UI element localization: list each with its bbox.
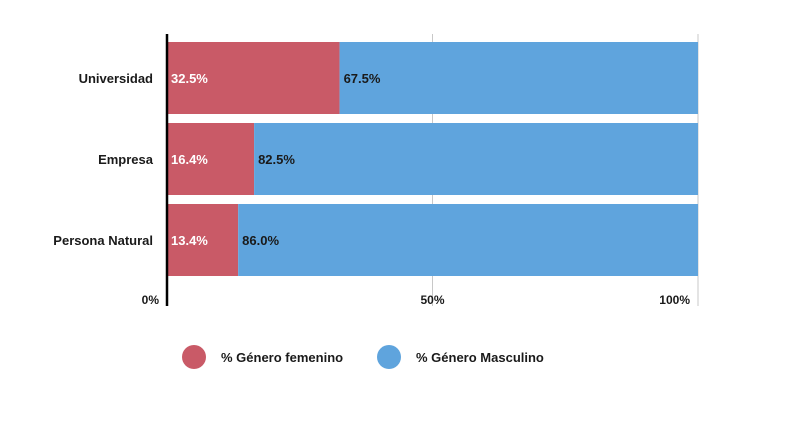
value-label-masculino-2: 86.0% (242, 233, 279, 248)
value-label-masculino-1: 82.5% (258, 152, 295, 167)
value-labels: 32.5% 67.5% 16.4% 82.5% 13.4% 86.0% (171, 71, 381, 248)
legend: % Género femenino % Género Masculino (182, 345, 544, 369)
x-tick-label-50: 50% (420, 293, 444, 307)
x-tick-label-100: 100% (659, 293, 690, 307)
legend-label-masculino: % Género Masculino (416, 350, 544, 365)
category-labels: Universidad Empresa Persona Natural (53, 71, 153, 248)
bar-femenino-2 (167, 204, 239, 276)
bar-masculino-0 (339, 42, 698, 114)
bar-femenino-1 (167, 123, 255, 195)
x-tick-label-0: 0% (142, 293, 160, 307)
bar-femenino-0 (167, 42, 340, 114)
bar-masculino-2 (238, 204, 699, 276)
bars (167, 42, 699, 276)
value-label-femenino-2: 13.4% (171, 233, 208, 248)
category-label-1: Empresa (98, 152, 154, 167)
value-label-masculino-0: 67.5% (344, 71, 381, 86)
value-label-femenino-0: 32.5% (171, 71, 208, 86)
legend-marker-femenino (182, 345, 206, 369)
value-label-femenino-1: 16.4% (171, 152, 208, 167)
bar-masculino-1 (254, 123, 699, 195)
legend-marker-masculino (377, 345, 401, 369)
legend-label-femenino: % Género femenino (221, 350, 343, 365)
category-label-2: Persona Natural (53, 233, 153, 248)
x-tick-labels: 0% 50% 100% (142, 293, 691, 307)
category-label-0: Universidad (79, 71, 153, 86)
